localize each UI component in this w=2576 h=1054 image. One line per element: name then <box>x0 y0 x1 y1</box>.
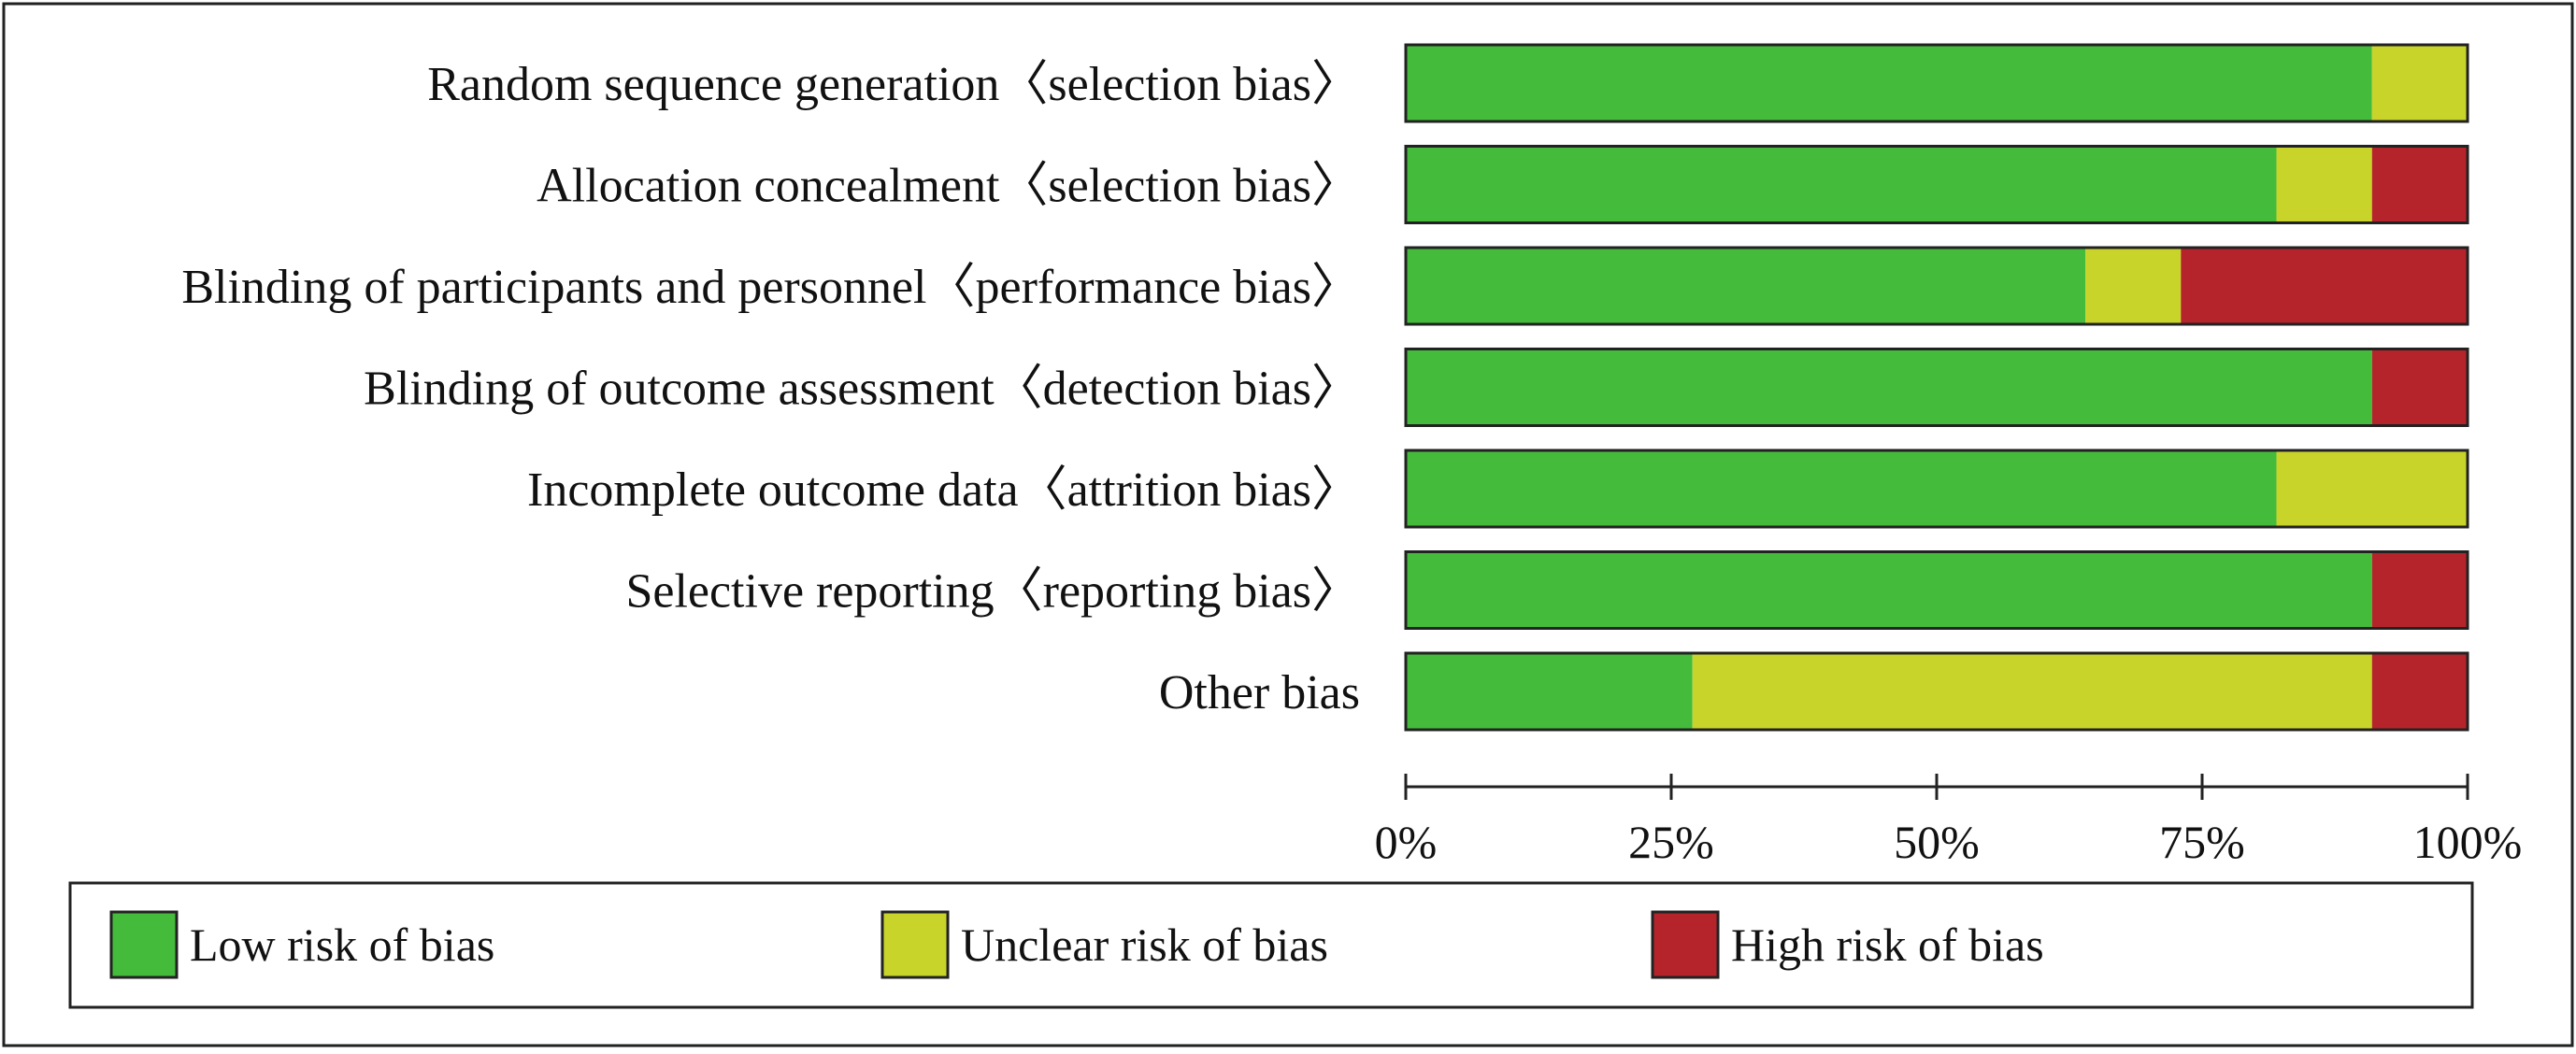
bar-row-2 <box>1404 145 2469 224</box>
bar-outline-3 <box>1404 246 2469 326</box>
bar-low-risk-of-bias-1 <box>1406 45 2372 121</box>
category-label-6: Selective reporting〈reporting bias〉 <box>625 565 1360 619</box>
bar-low-risk-of-bias-3 <box>1406 248 2086 324</box>
bar-row-6 <box>1404 550 2469 630</box>
category-label-5: Incomplete outcome data〈attrition bias〉 <box>527 463 1360 517</box>
bar-outline-7 <box>1404 651 2469 732</box>
bar-outline-5 <box>1404 449 2469 529</box>
bar-unclear-risk-of-bias-5 <box>2276 450 2468 527</box>
category-label-3: Blinding of participants and personnel〈p… <box>181 261 1360 314</box>
legend: Low risk of bias Unclear risk of bias High… <box>68 881 2474 1009</box>
bar-low-risk-of-bias-4 <box>1406 349 2372 426</box>
legend-swatch-high-risk-of-bias <box>1651 910 1720 979</box>
x-tick-label-0: 0% <box>1375 816 1438 868</box>
x-tick-label-50: 50% <box>1894 816 1980 868</box>
category-label-4: Blinding of outcome assessment〈detection… <box>364 363 1360 416</box>
bar-high-risk-of-bias-6 <box>2371 551 2468 629</box>
bar-row-4 <box>1404 348 2469 427</box>
bars-layer <box>1404 43 2469 732</box>
legend-label-low-risk-of-bias: Low risk of bias <box>190 919 494 971</box>
bar-outline-6 <box>1404 550 2469 630</box>
bar-high-risk-of-bias-2 <box>2371 146 2468 223</box>
bar-low-risk-of-bias-2 <box>1406 146 2277 223</box>
x-tick-label-25: 25% <box>1628 816 1714 868</box>
category-label-2: Allocation concealment〈selection bias〉 <box>537 160 1360 213</box>
legend-label-unclear-risk-of-bias: Unclear risk of bias <box>961 919 1328 971</box>
bar-high-risk-of-bias-7 <box>2371 653 2468 730</box>
bar-low-risk-of-bias-6 <box>1406 551 2372 629</box>
bar-high-risk-of-bias-4 <box>2371 349 2468 426</box>
legend-swatch-unclear-risk-of-bias <box>880 910 950 979</box>
legend-swatch-low-risk-of-bias <box>109 910 179 979</box>
x-tick-label-100: 100% <box>2413 816 2523 868</box>
category-label-7: Other bias <box>1159 666 1360 719</box>
category-label-1: Random sequence generation〈selection bia… <box>427 58 1360 111</box>
bar-row-3 <box>1404 246 2469 326</box>
bar-row-5 <box>1404 449 2469 529</box>
bar-low-risk-of-bias-5 <box>1406 450 2277 527</box>
category-labels: Random sequence generation〈selection bia… <box>181 58 1360 719</box>
bar-unclear-risk-of-bias-7 <box>1692 653 2372 730</box>
bar-low-risk-of-bias-7 <box>1406 653 1693 730</box>
x-tick-label-75: 75% <box>2159 816 2245 868</box>
bar-unclear-risk-of-bias-3 <box>2085 248 2182 324</box>
legend-label-high-risk-of-bias: High risk of bias <box>1731 919 2044 971</box>
bar-row-7 <box>1404 651 2469 732</box>
bar-high-risk-of-bias-3 <box>2181 248 2468 324</box>
bar-outline-4 <box>1404 348 2469 427</box>
bar-row-1 <box>1404 43 2469 123</box>
legend-box <box>68 881 2474 1009</box>
x-axis: 0% 25% 50% 75% 100% <box>1375 774 2523 868</box>
bar-unclear-risk-of-bias-1 <box>2371 45 2468 121</box>
bar-unclear-risk-of-bias-2 <box>2276 146 2372 223</box>
bar-outline-1 <box>1404 43 2469 123</box>
bar-outline-2 <box>1404 145 2469 224</box>
